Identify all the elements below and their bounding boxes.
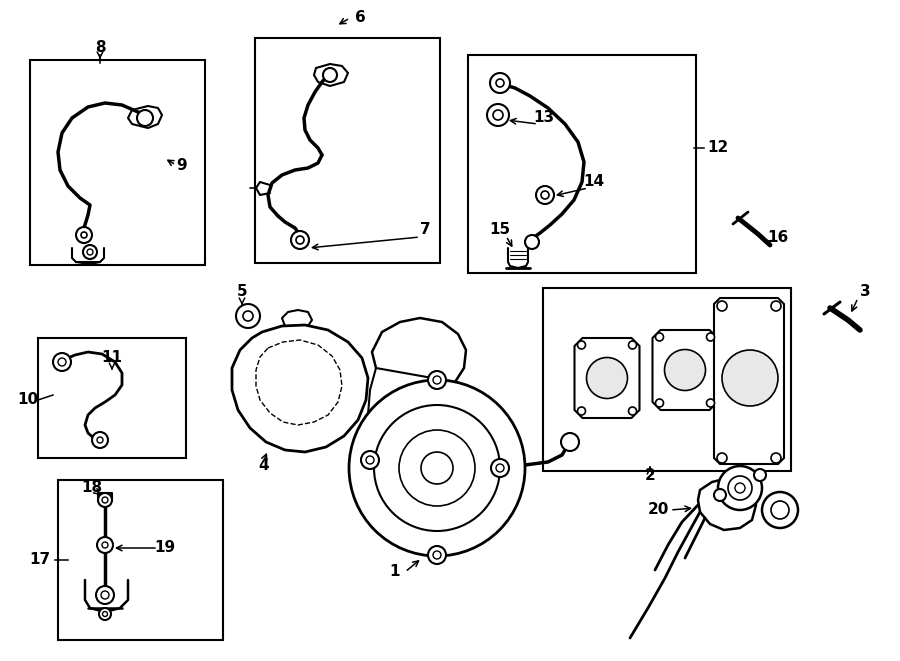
Circle shape (771, 301, 781, 311)
Circle shape (496, 464, 504, 472)
Circle shape (541, 191, 549, 199)
Circle shape (491, 459, 509, 477)
Text: 17: 17 (30, 553, 50, 568)
Circle shape (496, 79, 504, 87)
Text: 11: 11 (102, 350, 122, 366)
Circle shape (433, 551, 441, 559)
Text: 19: 19 (155, 541, 176, 555)
Text: 18: 18 (81, 481, 103, 496)
Circle shape (587, 358, 627, 399)
Circle shape (754, 469, 766, 481)
Polygon shape (698, 478, 756, 530)
Circle shape (366, 456, 374, 464)
Polygon shape (574, 338, 640, 418)
Text: 4: 4 (258, 459, 269, 473)
Circle shape (98, 493, 112, 507)
Text: 10: 10 (17, 393, 39, 407)
Circle shape (706, 333, 715, 341)
Circle shape (428, 546, 446, 564)
Bar (58, 480, 223, 640)
Circle shape (97, 537, 113, 553)
Circle shape (399, 430, 475, 506)
Circle shape (83, 245, 97, 259)
Circle shape (706, 399, 715, 407)
Circle shape (561, 433, 579, 451)
Circle shape (103, 611, 107, 617)
Text: 5: 5 (237, 284, 248, 299)
Circle shape (628, 407, 636, 415)
Text: 3: 3 (860, 284, 870, 299)
Circle shape (578, 341, 586, 349)
Bar (255, 38, 440, 263)
Circle shape (718, 466, 762, 510)
Circle shape (428, 371, 446, 389)
Text: 16: 16 (768, 231, 788, 245)
Circle shape (628, 341, 636, 349)
Circle shape (296, 236, 304, 244)
Circle shape (102, 497, 108, 503)
Circle shape (323, 68, 337, 82)
Circle shape (771, 501, 789, 519)
Circle shape (76, 227, 92, 243)
Text: 7: 7 (419, 223, 430, 237)
Polygon shape (256, 340, 342, 425)
Circle shape (101, 591, 109, 599)
Circle shape (735, 483, 745, 493)
Circle shape (490, 73, 510, 93)
Circle shape (487, 104, 509, 126)
Circle shape (349, 380, 525, 556)
Bar (468, 55, 696, 273)
Circle shape (717, 301, 727, 311)
Circle shape (655, 333, 663, 341)
Polygon shape (368, 368, 462, 528)
Circle shape (137, 110, 153, 126)
Circle shape (81, 232, 87, 238)
Circle shape (762, 492, 798, 528)
Polygon shape (714, 298, 784, 464)
Polygon shape (372, 318, 466, 394)
Text: 6: 6 (355, 11, 365, 26)
Circle shape (374, 405, 500, 531)
Text: 15: 15 (490, 223, 510, 237)
Bar (30, 60, 205, 265)
Circle shape (96, 586, 114, 604)
Circle shape (421, 452, 453, 484)
Circle shape (53, 353, 71, 371)
Circle shape (102, 542, 108, 548)
Circle shape (243, 311, 253, 321)
Circle shape (664, 350, 706, 391)
Bar (543, 288, 791, 471)
Text: 12: 12 (707, 141, 729, 155)
Text: 2: 2 (644, 469, 655, 483)
Text: 14: 14 (583, 175, 605, 190)
Text: 13: 13 (534, 110, 554, 126)
Circle shape (87, 249, 93, 255)
Circle shape (97, 437, 103, 443)
Polygon shape (232, 325, 368, 452)
Text: 1: 1 (390, 564, 400, 580)
Circle shape (717, 453, 727, 463)
Circle shape (525, 235, 539, 249)
Circle shape (99, 608, 111, 620)
Circle shape (722, 350, 778, 406)
Circle shape (92, 432, 108, 448)
Bar (38, 338, 186, 458)
Circle shape (493, 110, 503, 120)
Circle shape (728, 476, 752, 500)
Text: 20: 20 (647, 502, 669, 518)
Circle shape (578, 407, 586, 415)
Circle shape (714, 489, 726, 501)
Circle shape (536, 186, 554, 204)
Circle shape (433, 376, 441, 384)
Circle shape (655, 399, 663, 407)
Circle shape (58, 358, 66, 366)
Circle shape (291, 231, 309, 249)
Circle shape (236, 304, 260, 328)
Circle shape (771, 453, 781, 463)
Text: 9: 9 (176, 157, 187, 173)
Polygon shape (652, 330, 717, 410)
Text: 8: 8 (94, 40, 105, 56)
Circle shape (361, 451, 379, 469)
